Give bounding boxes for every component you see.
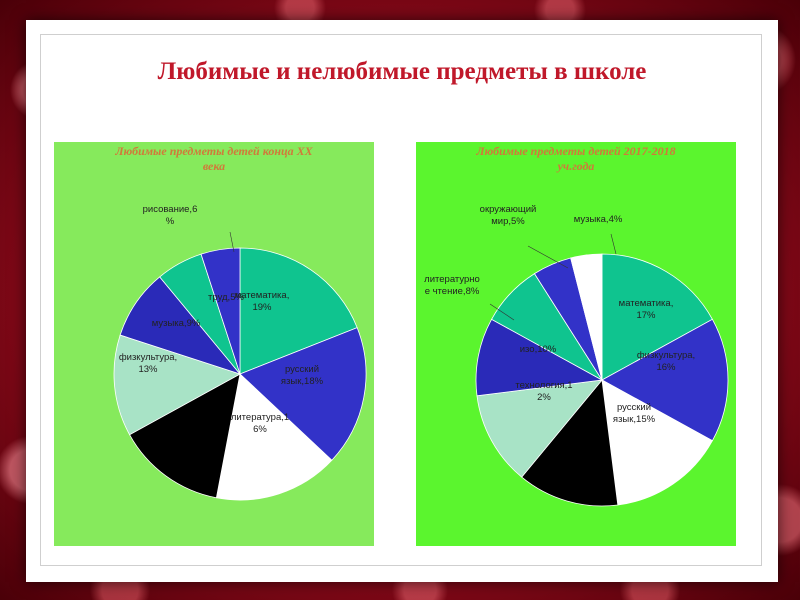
data-label-line: 16% — [656, 362, 676, 373]
data-label-line: математика, — [619, 298, 674, 309]
data-label-line: русский — [285, 364, 319, 375]
pie-slice-изо — [475, 318, 604, 397]
data-label: русский язык,15% — [613, 402, 656, 425]
data-label: окружающий мир,5% — [480, 204, 537, 227]
data-label-line: 2% — [537, 392, 551, 403]
chart-title-line: века — [202, 159, 226, 173]
chart-title-line: уч.года — [557, 159, 595, 173]
chart-title-20th-century: Любимые предметы детей конца XX века — [64, 144, 364, 174]
data-label-line: 19% — [252, 302, 272, 313]
pie-slice-unlabeled — [129, 373, 241, 499]
chart-title-line: Любимые предметы детей конца XX — [115, 144, 313, 158]
pie-chart-2017-2018: математика, 17% физкультура, 16% русский язык… — [424, 204, 729, 507]
data-label-line: 17% — [636, 310, 656, 321]
pie-slice-математика — [239, 247, 358, 375]
data-label: физкультура, 13% — [119, 352, 177, 375]
chart-panel-2017-2018: Любимые предметы детей 2017-2018 уч.года… — [416, 142, 736, 546]
pie-slice-технология — [476, 379, 603, 478]
data-label-line: язык,18% — [281, 376, 324, 387]
page-title: Любимые и нелюбимые предметы в школе — [157, 58, 647, 85]
pie-slice-литература — [215, 373, 333, 501]
pie-slice-физкультура — [601, 318, 729, 442]
data-label-line: е чтение,8% — [425, 286, 480, 297]
data-label: музыка,4% — [574, 214, 623, 225]
data-label-line: математика, — [235, 290, 290, 301]
data-label: труд,5% — [208, 292, 244, 303]
data-label-line: окружающий — [480, 204, 537, 215]
chart-panel-20th-century: Любимые предметы детей конца XX века мат… — [54, 142, 374, 546]
data-label-line: музыка,4% — [574, 214, 623, 225]
data-label: литературно е чтение,8% — [424, 274, 480, 297]
data-label-line: 6% — [253, 424, 267, 435]
label-leader-line — [527, 245, 569, 269]
data-label-line: музыка,9% — [152, 318, 201, 329]
data-label: математика, 17% — [619, 298, 674, 321]
data-label-line: русский — [617, 402, 651, 413]
chart-title-line: Любимые предметы детей 2017-2018 — [476, 144, 676, 158]
pie-slice-математика — [601, 253, 713, 381]
slide: Любимые и нелюбимые предметы в школе Люб… — [26, 20, 778, 582]
data-label: технология,1 2% — [515, 380, 572, 403]
data-label-line: литературно — [424, 274, 480, 285]
pie-chart-20th-century: математика, 19% русский язык,18% литература,… — [113, 204, 367, 501]
data-label-line: физкультура, — [119, 352, 177, 363]
pie-slice-unlabeled — [521, 379, 619, 507]
pie-slice-музыка — [570, 253, 603, 381]
data-label-line: рисование,6 — [143, 204, 198, 215]
data-label-line: технология,1 — [515, 380, 572, 391]
label-leader-line — [489, 303, 515, 321]
data-label-line: 13% — [138, 364, 158, 375]
data-label: математика, 19% — [235, 290, 290, 313]
label-leader-line — [610, 233, 617, 255]
chart-title-2017-2018: Любимые предметы детей 2017-2018 уч.года — [426, 144, 726, 174]
data-label: музыка,9% — [152, 318, 201, 329]
data-label-line: литература,1 — [231, 412, 289, 423]
pie-slice-физкультура — [113, 334, 242, 436]
data-label-line: язык,15% — [613, 414, 656, 425]
data-label: рисование,6% — [143, 204, 198, 227]
pie-slice-русский-язык — [239, 327, 367, 461]
data-label: физкультура, 16% — [637, 350, 695, 373]
data-label-line: % — [166, 216, 175, 227]
slide-border — [40, 34, 762, 566]
pie-slice-русский-язык — [601, 379, 713, 506]
data-label-line: изо,10% — [520, 344, 557, 355]
data-label: изо,10% — [520, 344, 557, 355]
data-label: русский язык,18% — [281, 364, 324, 387]
data-label-line: мир,5% — [491, 216, 525, 227]
data-label-line: труд,5% — [208, 292, 244, 303]
data-label-line: физкультура, — [637, 350, 695, 361]
pie-slice-труд — [200, 247, 241, 375]
label-leader-line — [229, 231, 235, 253]
data-label: литература,1 6% — [231, 412, 289, 435]
